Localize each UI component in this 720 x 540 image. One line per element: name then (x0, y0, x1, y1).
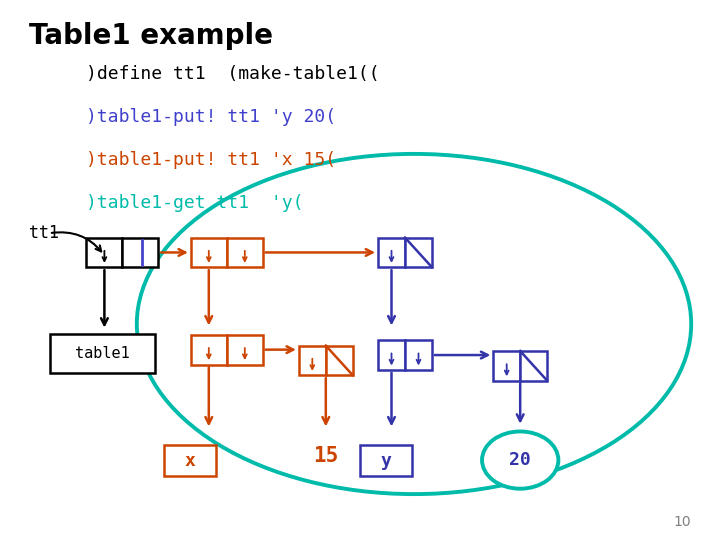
Text: y: y (380, 451, 392, 470)
Bar (227, 238, 263, 267)
Bar (50, 334, 155, 373)
Bar (122, 238, 158, 267)
Text: Table1 example: Table1 example (29, 22, 273, 50)
Bar (405, 238, 432, 267)
Text: table1: table1 (75, 346, 130, 361)
Bar (360, 445, 412, 476)
Bar (378, 340, 405, 370)
Text: x: x (184, 451, 196, 470)
Bar (378, 238, 405, 267)
Text: 15: 15 (313, 446, 338, 467)
Bar (521, 351, 547, 381)
Bar (227, 335, 263, 365)
Circle shape (482, 431, 559, 489)
Bar (405, 340, 432, 370)
Bar (299, 346, 325, 375)
Text: )table1-put! tt1 'y 20(: )table1-put! tt1 'y 20( (86, 108, 336, 126)
Bar (86, 238, 122, 267)
Bar (191, 238, 227, 267)
Text: tt1: tt1 (29, 224, 59, 242)
Bar (493, 351, 521, 381)
Text: )define tt1  (make-table1((: )define tt1 (make-table1(( (86, 65, 380, 83)
Bar (325, 346, 353, 375)
Text: )table1-get tt1  'y(: )table1-get tt1 'y( (86, 194, 304, 212)
Bar (164, 445, 216, 476)
Text: 10: 10 (674, 515, 691, 529)
Text: )table1-put! tt1 'x 15(: )table1-put! tt1 'x 15( (86, 151, 336, 169)
Text: 20: 20 (509, 451, 531, 469)
Bar (191, 335, 227, 365)
